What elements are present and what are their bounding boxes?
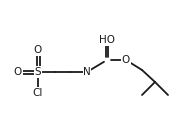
Text: O: O (14, 67, 22, 77)
Text: N: N (83, 67, 91, 77)
Text: Cl: Cl (33, 88, 43, 98)
Text: HO: HO (99, 35, 115, 45)
Text: O: O (122, 55, 130, 65)
Text: S: S (35, 67, 41, 77)
Text: O: O (34, 45, 42, 55)
